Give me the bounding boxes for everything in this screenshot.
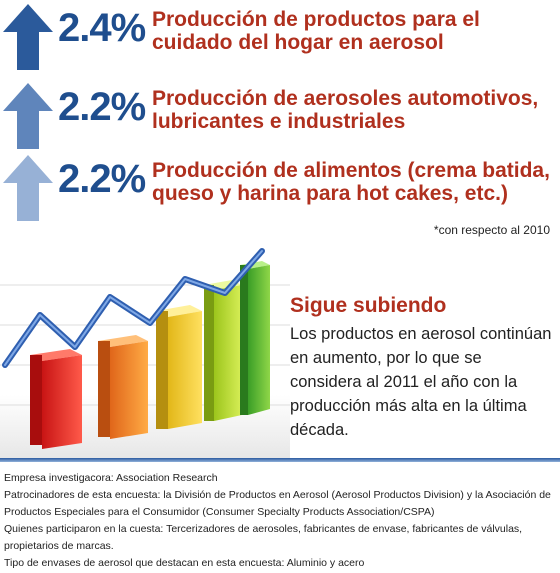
- up-arrow-icon: [3, 4, 53, 70]
- footer: Empresa investigacora: Association Resea…: [4, 470, 556, 572]
- stat-description: Producción de alimentos (crema batida, q…: [152, 159, 550, 205]
- bar-green: [240, 261, 270, 415]
- stat-description: Producción de aerosoles automotivos, lub…: [152, 87, 539, 133]
- panel-title: Sigue subiendo: [290, 294, 447, 317]
- rising-bars-illustration: [0, 248, 290, 460]
- bar-red: [30, 349, 82, 449]
- bar-lime: [204, 280, 242, 421]
- stat-row: 2.2% Producción de aerosoles automotivos…: [0, 83, 560, 153]
- up-arrow-icon: [3, 83, 53, 149]
- bar-yellow: [156, 305, 202, 429]
- stat-value: 2.2%: [58, 85, 146, 129]
- footer-line: Empresa investigacora: Association Resea…: [4, 472, 218, 484]
- footnote: *con respecto al 2010: [433, 223, 550, 237]
- stat-row: 2.2% Producción de alimentos (crema bati…: [0, 155, 560, 225]
- stat-value: 2.4%: [58, 6, 146, 50]
- bar-orange: [98, 335, 148, 439]
- stat-value: 2.2%: [58, 157, 146, 201]
- panel-body: Los productos en aerosol continúan en au…: [290, 325, 552, 439]
- stat-description: Producción de productos para el cuidado …: [152, 8, 480, 54]
- footer-line: Quienes participaron en la cuesta: Terce…: [4, 523, 523, 552]
- footer-line: Patrocinadores de esta encuesta: la Divi…: [4, 489, 551, 518]
- divider: [0, 458, 560, 462]
- stat-row: 2.4% Producción de productos para el cui…: [0, 4, 560, 74]
- up-arrow-icon: [3, 155, 53, 221]
- footer-line: Tipo de envases de aerosol que destacan …: [4, 557, 365, 569]
